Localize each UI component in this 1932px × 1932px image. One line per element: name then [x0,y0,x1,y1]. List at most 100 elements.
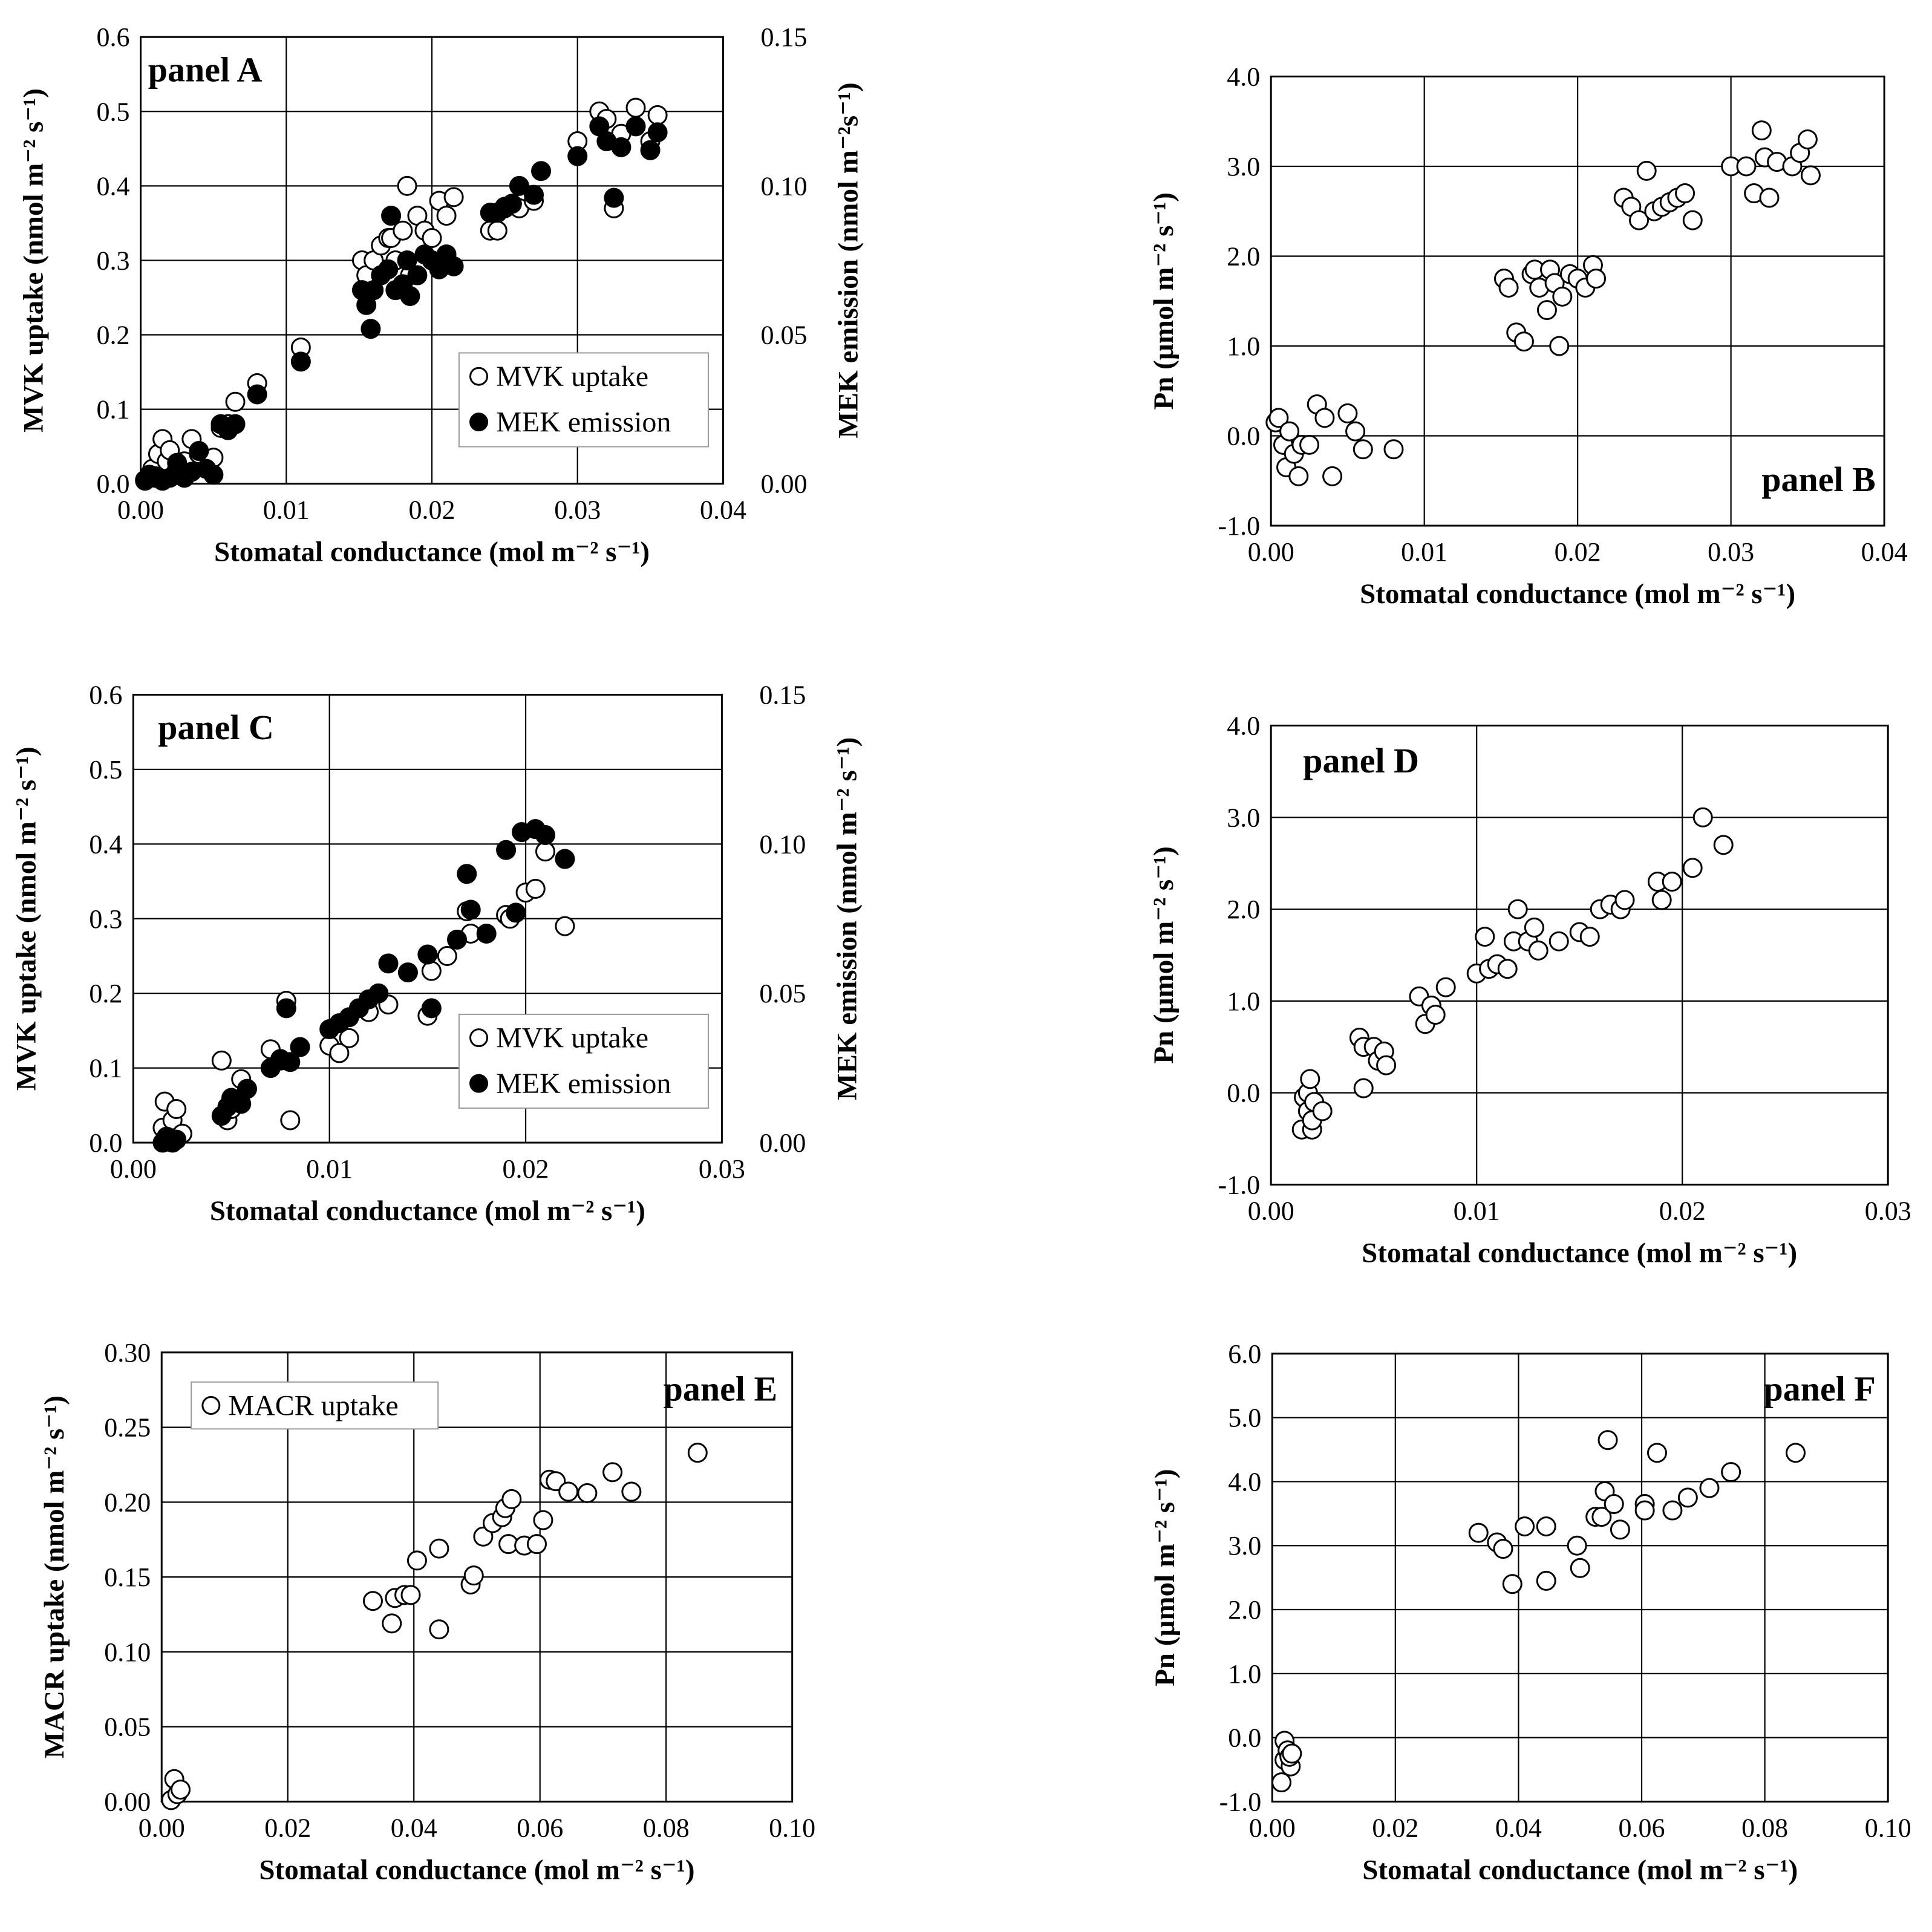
data-point [400,1585,421,1605]
x-axis-title: Stomatal conductance (mol m⁻² s⁻¹) [1362,1237,1797,1268]
data-point [1682,858,1703,878]
data-point [1383,439,1404,460]
legend-box [458,1013,709,1109]
y-tick-label: 1.0 [1228,1659,1261,1689]
data-point [443,187,464,207]
data-point [1502,1574,1522,1594]
legend-label: MVK uptake [496,361,648,393]
y2-tick-label: 0.00 [759,1128,806,1158]
x-tick-label: 0.00 [117,495,164,525]
x-tick-label: 0.00 [1248,1196,1294,1225]
x-tick-label: 0.10 [1865,1813,1911,1842]
data-point [166,1129,187,1150]
data-point [1591,1507,1612,1527]
data-point [526,1534,547,1555]
data-point [1312,1101,1333,1121]
data-point [1513,331,1534,352]
y-tick-label: 0.3 [89,904,122,934]
data-point [525,878,546,899]
data-point [1646,1443,1667,1463]
data-point [509,175,529,196]
y-axis-title: Pn (µmol m⁻² s⁻¹) [1148,192,1180,410]
chart-panel-d: 0.00 0.01 0.02 0.03 -1.0 0.0 1.0 2.0 3.0 4.0 Stoma… [1148,711,1911,1269]
y-axis-title: MACR uptake (nmol m⁻² s⁻¹) [39,1395,70,1758]
data-point [1677,1487,1698,1508]
data-point [1498,277,1519,298]
data-point [1536,300,1557,321]
data-point [329,1043,350,1063]
data-point [1497,959,1518,979]
legend-label: MACR uptake [228,1390,398,1422]
data-point [1614,890,1635,910]
y-tick-label: 0.05 [104,1712,151,1742]
data-point [1337,403,1358,423]
data-point [362,1591,383,1611]
data-point [531,161,552,181]
y-axis-title: MVK uptake (nmol m⁻² s⁻¹) [10,746,42,1091]
data-point [1376,1055,1397,1075]
data-point [237,1079,257,1099]
panel-label: panel C [158,708,274,747]
data-point [501,1489,522,1509]
y-tick-label: 6.0 [1228,1339,1261,1369]
data-point [280,1052,301,1072]
y-tick-label: 0.15 [104,1562,151,1592]
y-tick-label: 0.00 [104,1787,151,1816]
x-tick-label: 0.02 [1555,537,1601,567]
legend: MACR uptake [191,1381,439,1430]
data-point [1786,1443,1806,1463]
data-point [225,391,246,412]
x-tick-label: 0.04 [1495,1813,1542,1842]
data-point [687,1443,708,1463]
data-point [535,825,555,846]
legend-marker [469,1074,489,1093]
x-tick-label: 0.03 [554,495,601,525]
data-point [1536,1570,1556,1591]
data-point [280,1110,301,1131]
data-point [558,1481,579,1502]
data-point [1797,129,1818,149]
chart-panel-a: 0.00 0.01 0.02 0.03 0.04 0.0 0.1 0.2 0.3 0.4 0.5 0.… [18,22,864,567]
data-point [567,146,588,166]
y-tick-label: 0.0 [1228,1723,1261,1753]
data-point [496,840,517,860]
x-tick-label: 0.08 [1741,1813,1788,1842]
data-point [203,465,224,485]
data-point [397,175,417,196]
y2-tick-label: 0.05 [759,979,806,1008]
data-point [189,441,209,462]
data-point [382,1613,402,1634]
legend-label: MEK emission [496,406,671,439]
data-point [1507,899,1528,919]
data-point [378,259,399,279]
data-point [443,256,464,276]
x-tick-label: 0.00 [139,1813,185,1842]
plot-frame [160,1351,794,1803]
x-axis-title: Stomatal conductance (mol m⁻² s⁻¹) [210,1195,645,1227]
data-point [625,97,646,118]
y-tick-label: 0.4 [89,829,122,859]
data-point [647,122,668,143]
panel-label: panel A [148,50,263,90]
x-tick-label: 0.04 [391,1813,437,1842]
data-point [487,220,507,241]
chart-panel-c: 0.00 0.01 0.02 0.03 0.0 0.1 0.2 0.3 0.4 0.5 0.6 0.0… [10,680,863,1227]
data-point [397,962,418,983]
x-axis-title: Stomatal conductance (mol m⁻² s⁻¹) [1362,1854,1798,1885]
data-point [421,998,442,1019]
x-tick-label: 0.00 [110,1154,157,1184]
panel-label: panel D [1303,741,1419,780]
data-point [476,923,497,944]
data-point [555,916,575,936]
data-point [1468,1522,1489,1543]
y2-tick-label: 0.10 [760,171,807,201]
y-tick-label: 0.1 [97,395,130,425]
x-tick-label: 0.01 [1454,1196,1500,1225]
y-axis-title: Pn (µmol m⁻² s⁻¹) [1148,846,1180,1063]
y-tick-label: 0.3 [97,246,130,275]
data-point [247,384,267,405]
y-tick-label: 3.0 [1227,803,1260,832]
legend-box [191,1381,439,1430]
y-tick-label: 0.5 [89,755,122,785]
y-tick-label: 1.0 [1227,987,1260,1016]
